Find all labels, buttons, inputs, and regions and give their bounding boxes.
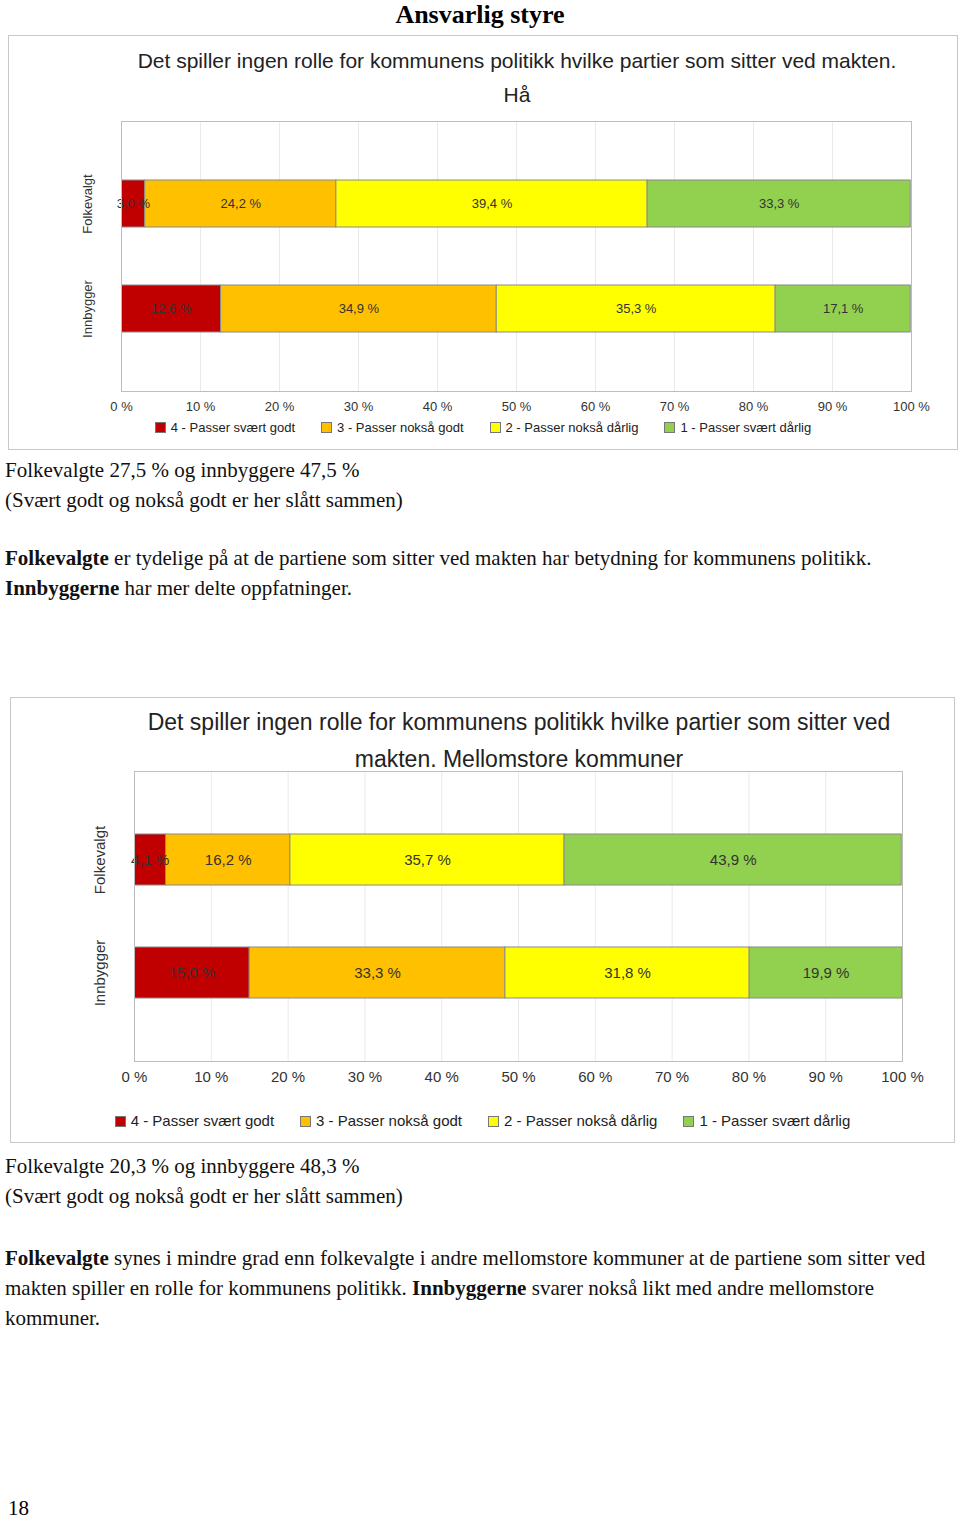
svg-text:Folkevalgt: Folkevalgt	[80, 174, 95, 234]
svg-text:43,9 %: 43,9 %	[710, 851, 757, 868]
svg-text:Folkevalgt: Folkevalgt	[91, 825, 108, 894]
svg-text:50 %: 50 %	[501, 1068, 535, 1085]
html-text:2 - Passer nokså dårlig: 2 - Passer nokså dårlig	[505, 420, 639, 435]
svg-text:80 %: 80 %	[739, 399, 769, 414]
svg-text:10 %: 10 %	[194, 1068, 228, 1085]
svg-text:39,4 %: 39,4 %	[472, 196, 513, 211]
svg-text:50 %: 50 %	[502, 399, 532, 414]
svg-text:4,1 %: 4,1 %	[131, 851, 169, 868]
svg-text:34,9 %: 34,9 %	[339, 301, 380, 316]
svg-text:15,0 %: 15,0 %	[169, 964, 216, 981]
svg-text:33,3 %: 33,3 %	[354, 964, 401, 981]
svg-text:60 %: 60 %	[581, 399, 611, 414]
html-text:Folkevalgte synes i mindre gra: Folkevalgte synes i mindre grad enn folk…	[5, 1246, 926, 1330]
html-text:1 - Passer svært dårlig: 1 - Passer svært dårlig	[699, 1112, 851, 1129]
svg-text:40 %: 40 %	[425, 1068, 459, 1085]
html-text:3 - Passer nokså godt: 3 - Passer nokså godt	[337, 420, 464, 435]
svg-text:3,0 %: 3,0 %	[116, 196, 150, 212]
svg-text:31,8 %: 31,8 %	[604, 964, 651, 981]
svg-text:80 %: 80 %	[732, 1068, 766, 1085]
svg-text:0 %: 0 %	[122, 1068, 148, 1085]
svg-text:20 %: 20 %	[265, 399, 295, 414]
svg-text:Innbygger: Innbygger	[80, 279, 95, 337]
svg-text:24,2 %: 24,2 %	[221, 196, 262, 211]
html-text:4 - Passer svært godt: 4 - Passer svært godt	[130, 1112, 275, 1129]
html-text:1 - Passer svært dårlig: 1 - Passer svært dårlig	[680, 420, 812, 435]
html-text:(Svært godt og nokså godt er h: (Svært godt og nokså godt er her slått s…	[5, 1184, 403, 1208]
svg-text:100 %: 100 %	[893, 399, 930, 414]
html-text:Det spiller ingen rolle for ko: Det spiller ingen rolle for kommunens po…	[147, 709, 891, 772]
html-text:Innbyggerne har mer delte oppf: Innbyggerne har mer delte oppfatninger.	[5, 576, 352, 600]
svg-text:90 %: 90 %	[818, 399, 848, 414]
html-text:(Svært godt og nokså godt er h: (Svært godt og nokså godt er her slått s…	[5, 488, 403, 512]
html-text:Folkevalgte 20,3 % og innbygge: Folkevalgte 20,3 % og innbyggere 48,3 %	[5, 1154, 360, 1178]
html-text:Det spiller ingen rolle for ko: Det spiller ingen rolle for kommunens po…	[137, 49, 897, 106]
svg-text:20 %: 20 %	[271, 1068, 305, 1085]
svg-text:19,9 %: 19,9 %	[803, 964, 850, 981]
html-text:4 - Passer svært godt: 4 - Passer svært godt	[170, 420, 295, 435]
svg-text:10 %: 10 %	[186, 399, 216, 414]
html-text:18: 18	[8, 1496, 29, 1520]
svg-text:35,7 %: 35,7 %	[404, 851, 451, 868]
svg-text:17,1 %: 17,1 %	[823, 301, 864, 316]
svg-text:90 %: 90 %	[809, 1068, 843, 1085]
html-text:3 - Passer nokså godt: 3 - Passer nokså godt	[316, 1112, 462, 1129]
svg-text:16,2 %: 16,2 %	[205, 851, 252, 868]
svg-text:60 %: 60 %	[578, 1068, 612, 1085]
html-text:Folkevalgte er tydelige på at: Folkevalgte er tydelige på at de partien…	[5, 546, 872, 570]
html-text:2 - Passer nokså dårlig: 2 - Passer nokså dårlig	[504, 1112, 658, 1129]
svg-text:70 %: 70 %	[655, 1068, 689, 1085]
svg-text:40 %: 40 %	[423, 399, 453, 414]
svg-text:30 %: 30 %	[344, 399, 374, 414]
svg-text:70 %: 70 %	[660, 399, 690, 414]
svg-text:30 %: 30 %	[348, 1068, 382, 1085]
svg-text:33,3 %: 33,3 %	[759, 196, 800, 211]
svg-text:Innbygger: Innbygger	[91, 940, 108, 1007]
html-text:Folkevalgte 27,5 % og innbygge: Folkevalgte 27,5 % og innbyggere 47,5 %	[5, 458, 360, 482]
html-text:Ansvarlig styre: Ansvarlig styre	[395, 0, 565, 29]
svg-text:100 %: 100 %	[881, 1068, 924, 1085]
svg-text:0 %: 0 %	[110, 399, 133, 414]
svg-text:12,6 %: 12,6 %	[151, 301, 192, 316]
svg-text:35,3 %: 35,3 %	[616, 301, 657, 316]
